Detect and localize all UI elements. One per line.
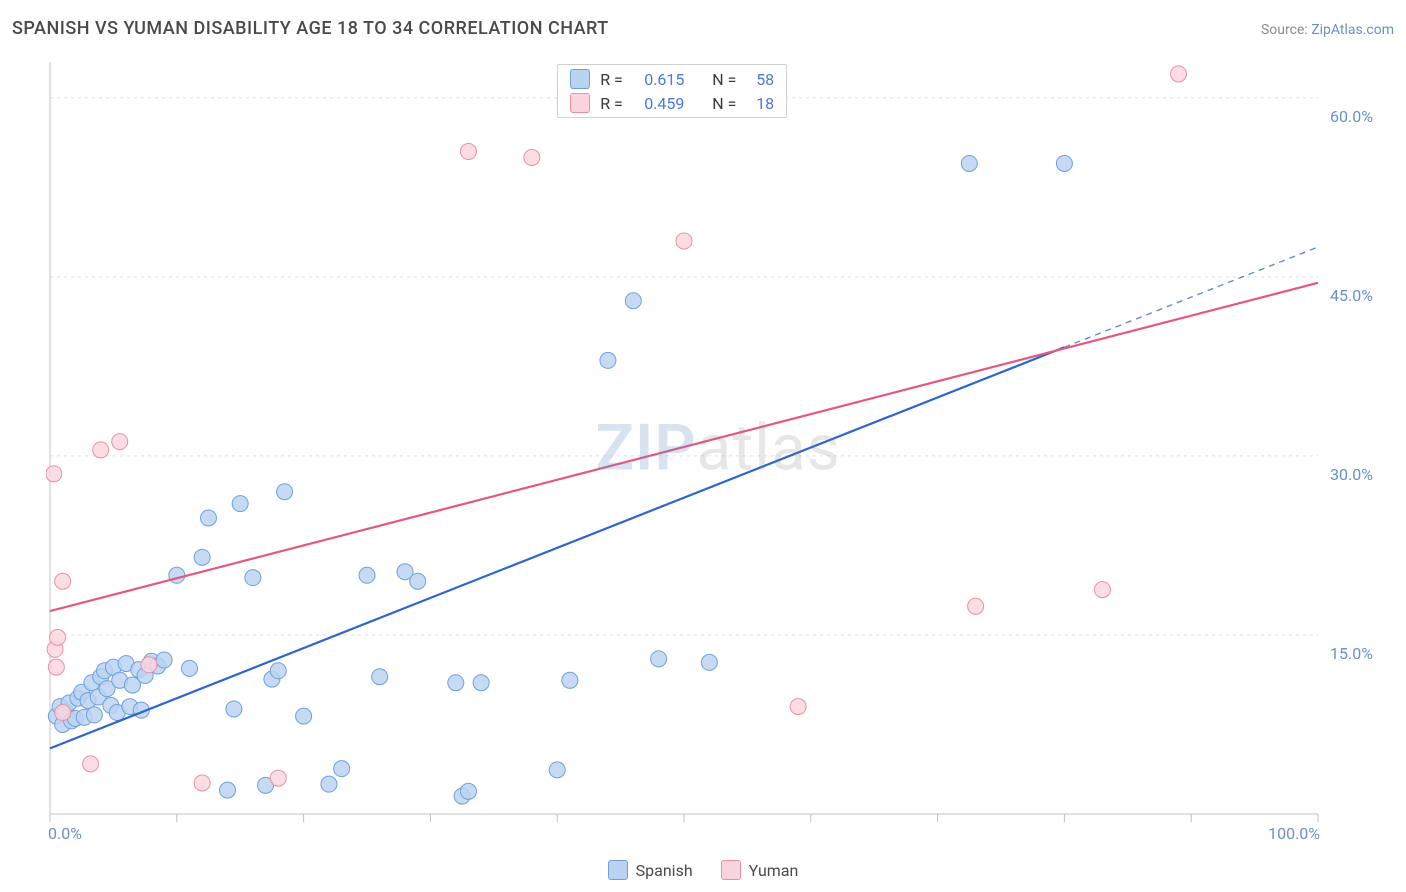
legend-label: Spanish	[636, 861, 693, 880]
legend-swatch	[570, 93, 590, 113]
legend-r-value: 0.459	[644, 94, 702, 113]
legend-item: Spanish	[608, 860, 693, 880]
legend-item: Yuman	[721, 860, 799, 880]
legend-n-label: N =	[712, 70, 746, 89]
svg-text:45.0%: 45.0%	[1330, 286, 1373, 305]
source-link[interactable]: ZipAtlas.com	[1311, 22, 1394, 38]
legend-swatch	[570, 69, 590, 89]
legend-swatch	[608, 860, 628, 880]
chart-area: 15.0%30.0%45.0%60.0% ZIPatlas R =0.615N …	[46, 54, 1390, 842]
x-axis-min-label: 0.0%	[48, 824, 82, 843]
correlation-legend: R = 0.615 N = 58 R = 0.459 N = 18	[557, 64, 787, 118]
source-prefix: Source:	[1261, 22, 1311, 38]
source-credit: Source: ZipAtlas.com	[1261, 22, 1394, 38]
svg-text:15.0%: 15.0%	[1330, 644, 1373, 663]
legend-row: R = 0.459 N = 18	[558, 91, 786, 115]
legend-n-value: 58	[756, 70, 774, 89]
svg-text:60.0%: 60.0%	[1330, 107, 1373, 126]
legend-n-value: 18	[756, 94, 774, 113]
svg-text:30.0%: 30.0%	[1330, 465, 1373, 484]
legend-r-label: R =	[600, 70, 634, 89]
title-bar: SPANISH VS YUMAN DISABILITY AGE 18 TO 34…	[12, 18, 1394, 39]
legend-swatch	[721, 860, 741, 880]
legend-label: Yuman	[749, 861, 799, 880]
legend-row: R = 0.615 N = 58	[558, 67, 786, 91]
series-legend: Spanish Yuman	[0, 860, 1406, 880]
x-axis-max-label: 100.0%	[1268, 824, 1320, 843]
scatter-plot-svg: 15.0% 30.0% 45.0% 60.0%	[46, 54, 1390, 842]
legend-r-label: R =	[600, 94, 634, 113]
chart-title: SPANISH VS YUMAN DISABILITY AGE 18 TO 34…	[12, 18, 609, 39]
legend-n-label: N =	[712, 94, 746, 113]
legend-r-value: 0.615	[644, 70, 702, 89]
